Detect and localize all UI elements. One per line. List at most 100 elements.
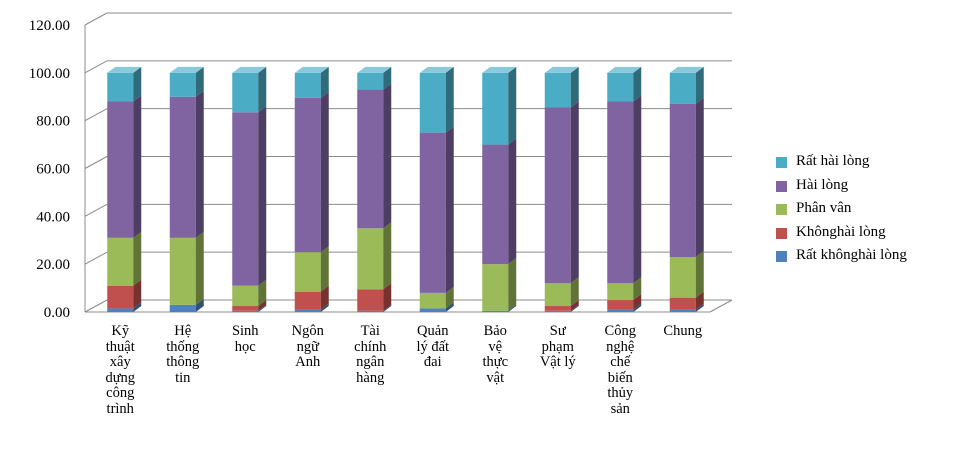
bar-segment: [669, 256, 696, 298]
bar-segment: [232, 285, 259, 307]
bar-segment-side: [320, 246, 329, 292]
bar-segment-side: [195, 298, 204, 312]
bar-segment-side: [633, 294, 642, 310]
bar-segment-side: [383, 283, 392, 311]
bar-segment: [357, 289, 384, 311]
bar-segment: [107, 308, 134, 312]
bar-top: [169, 66, 204, 73]
bar-segment-side: [633, 277, 642, 301]
bar-segment-side: [258, 66, 267, 113]
bar-segment-side: [383, 222, 392, 290]
legend-item: Phân vân: [776, 197, 907, 221]
y-tick-label: 60.00: [36, 162, 70, 178]
bar-segment-side: [258, 279, 267, 307]
bar-segment: [169, 72, 196, 97]
bar-segment: [294, 291, 321, 310]
bar-segment-side: [508, 258, 517, 311]
gridline-depth: [84, 108, 108, 122]
bar-segment: [107, 101, 134, 238]
y-tick-label: 0.00: [44, 305, 70, 321]
bar-segment-side: [570, 300, 579, 311]
x-tick-label: Tài chính ngân hàng: [354, 323, 387, 386]
bar-segment: [357, 89, 384, 229]
bar-segment: [607, 300, 634, 310]
bar-segment-side: [695, 97, 704, 257]
bar-top: [607, 66, 642, 73]
bar-segment: [294, 252, 321, 292]
legend: Rất hài lòng Hài lòng Phân vân Khônghài lòn…: [776, 150, 907, 268]
bar-segment: [169, 96, 196, 238]
y-tick-label: 40.00: [36, 209, 70, 225]
bar-segment-side: [633, 66, 642, 102]
bar-segment-side: [445, 286, 454, 309]
bar-segment-side: [320, 285, 329, 310]
gridline-depth: [84, 60, 108, 74]
bar-segment: [294, 97, 321, 253]
bar-top: [232, 66, 267, 73]
bar-segment: [169, 237, 196, 305]
bar-segment-side: [195, 66, 204, 97]
bar-segment-side: [383, 304, 392, 312]
x-tick-label: Bảo vệ thực vật: [482, 323, 509, 386]
bar-segment: [544, 107, 571, 284]
bar-segment-side: [133, 279, 142, 309]
bar-segment: [482, 144, 509, 265]
legend-label: Hài lòng: [796, 176, 849, 193]
bar-segment-side: [195, 90, 204, 238]
bar-segment-side: [695, 66, 704, 104]
bar-segment: [232, 112, 259, 286]
x-tick-label: Công nghệ chế biến thủy sản: [604, 323, 636, 417]
y-tick-label: 80.00: [36, 114, 70, 130]
bar-segment: [419, 132, 446, 293]
x-tick-label: Sinh học: [231, 323, 259, 355]
bar-top: [669, 66, 704, 73]
bar-segment-side: [695, 303, 704, 312]
legend-swatch: [776, 227, 787, 239]
bar-top: [419, 66, 454, 73]
bar-segment: [607, 309, 634, 312]
gridline-depth: [84, 203, 108, 217]
bar-segment: [607, 72, 634, 102]
bar-segment-side: [383, 83, 392, 229]
bar-segment: [669, 72, 696, 104]
bar-segment-side: [133, 231, 142, 286]
bar-segment: [294, 72, 321, 98]
legend-label: Rất hài lòng: [796, 153, 870, 169]
bar-segment-side: [633, 95, 642, 284]
bar-segment: [169, 304, 196, 312]
bar-segment: [107, 72, 134, 102]
bar-segment: [357, 72, 384, 90]
floor-right-edge: [709, 299, 733, 313]
bar-segment: [357, 228, 384, 290]
bar-segment-side: [695, 291, 704, 310]
bar-segment: [419, 308, 446, 312]
bar-segment-side: [258, 300, 267, 311]
bar-segment: [232, 306, 259, 311]
legend-swatch: [776, 180, 787, 192]
bar-segment: [419, 72, 446, 133]
bar-segment: [232, 310, 259, 312]
bar-segment-side: [570, 304, 579, 312]
bar-segment-side: [508, 304, 517, 312]
legend-item: Khônghài lòng: [776, 221, 907, 245]
bar-top: [357, 66, 392, 73]
gridline-depth: [84, 251, 108, 265]
x-tick-label: Hệ thống thông tin: [166, 323, 200, 386]
bar-segment-side: [570, 101, 579, 284]
legend-item: Rất khônghài lòng: [776, 244, 907, 268]
bar-segment: [669, 103, 696, 257]
bar-segment-side: [133, 95, 142, 238]
bar-segment-side: [695, 250, 704, 298]
y-tick-label: 20.00: [36, 257, 70, 273]
gridline-depth: [84, 299, 108, 313]
bar-segment: [607, 283, 634, 301]
bar-segment-side: [445, 126, 454, 293]
gridline-depth: [84, 12, 108, 26]
bar-segment-side: [383, 66, 392, 90]
bar-segment-side: [633, 303, 642, 312]
x-tick-label: Chung: [663, 323, 703, 339]
bar-segment: [482, 264, 509, 311]
bar-segment: [294, 309, 321, 312]
bar-segment: [232, 72, 259, 113]
